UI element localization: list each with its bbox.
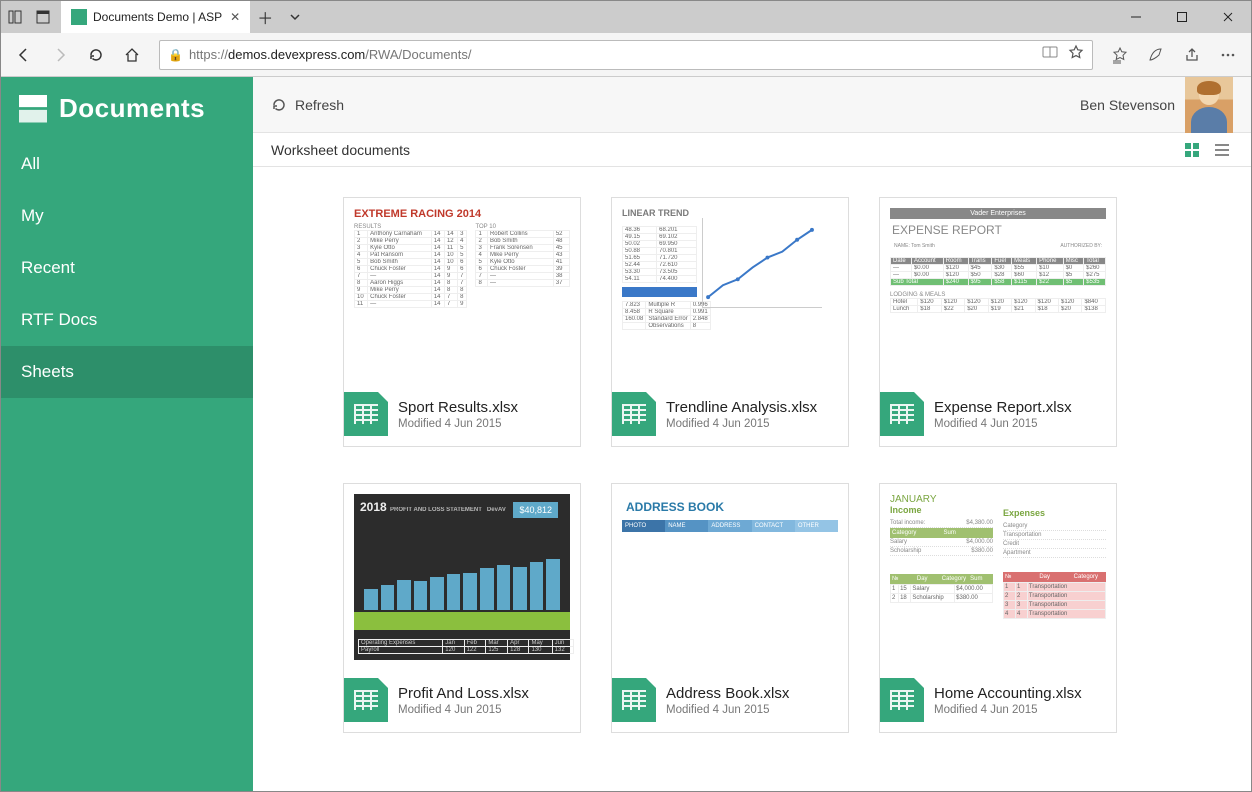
avatar (1185, 77, 1233, 133)
sidebar-item-label: All (21, 154, 40, 173)
address-bar[interactable]: 🔒 https://demos.devexpress.com/RWA/Docum… (159, 40, 1093, 70)
spreadsheet-icon (612, 678, 656, 722)
browser-navbar: 🔒 https://demos.devexpress.com/RWA/Docum… (1, 33, 1251, 77)
content-heading: Worksheet documents (271, 142, 410, 158)
sidebar-item-my[interactable]: My (1, 190, 253, 242)
reload-button[interactable] (79, 38, 113, 72)
document-title: Sport Results.xlsx (398, 399, 518, 416)
brand: Documents (1, 77, 253, 138)
window-titlebar: Documents Demo | ASP ✕ ＋ (1, 1, 1251, 33)
document-card[interactable]: LINEAR TREND 48.3668.20149.1569.10250.02… (611, 197, 849, 447)
forward-button (43, 38, 77, 72)
new-tab-button[interactable]: ＋ (250, 5, 280, 29)
document-title: Profit And Loss.xlsx (398, 685, 529, 702)
document-thumbnail: Vader Enterprises EXPENSE REPORT NAME: T… (880, 198, 1116, 384)
minimize-button[interactable] (1113, 1, 1159, 33)
sidebar-item-rtf[interactable]: RTF Docs (1, 294, 253, 346)
back-button[interactable] (7, 38, 41, 72)
url-text: https://demos.devexpress.com/RWA/Documen… (189, 47, 472, 62)
document-title: Trendline Analysis.xlsx (666, 399, 817, 416)
spreadsheet-icon (612, 392, 656, 436)
sidebar-item-all[interactable]: All (1, 138, 253, 190)
favicon-icon (71, 9, 87, 25)
share-icon[interactable] (1175, 38, 1209, 72)
content-header: Worksheet documents (253, 133, 1251, 167)
documents-grid: EXTREME RACING 2014 RESULTS 1Anthony Car… (253, 167, 1251, 763)
spreadsheet-icon (880, 392, 924, 436)
document-thumbnail: EXTREME RACING 2014 RESULTS 1Anthony Car… (344, 198, 580, 384)
document-subtitle: Modified 4 Jun 2015 (398, 418, 518, 430)
document-subtitle: Modified 4 Jun 2015 (934, 418, 1072, 430)
document-subtitle: Modified 4 Jun 2015 (934, 704, 1082, 716)
user-name: Ben Stevenson (1080, 97, 1175, 113)
sidebar-item-label: Sheets (21, 362, 74, 381)
maximize-button[interactable] (1159, 1, 1205, 33)
sidebar: Documents All My Recent RTF Docs Sheets (1, 77, 253, 791)
document-thumbnail: ADDRESS BOOK PHOTONAMEADDRESSCONTACTOTHE… (612, 484, 848, 670)
document-thumbnail: JANUARY Income Total income:$4,380.00 Ca… (880, 484, 1116, 670)
document-subtitle: Modified 4 Jun 2015 (398, 704, 529, 716)
tab-actions-icon[interactable] (280, 11, 310, 23)
document-card[interactable]: Vader Enterprises EXPENSE REPORT NAME: T… (879, 197, 1117, 447)
document-card[interactable]: JANUARY Income Total income:$4,380.00 Ca… (879, 483, 1117, 733)
close-window-button[interactable] (1205, 1, 1251, 33)
tab-title: Documents Demo | ASP (93, 10, 222, 24)
document-card[interactable]: EXTREME RACING 2014 RESULTS 1Anthony Car… (343, 197, 581, 447)
reading-view-icon[interactable] (1042, 44, 1058, 65)
sidebar-item-sheets[interactable]: Sheets (1, 346, 253, 398)
topbar: Refresh Ben Stevenson (253, 77, 1251, 133)
sidebar-item-label: RTF Docs (21, 310, 97, 329)
refresh-icon (271, 97, 287, 113)
document-thumbnail: 2018 PROFIT AND LOSS STATEMENT DevAV $40… (344, 484, 580, 670)
grid-view-button[interactable] (1181, 139, 1203, 161)
home-button[interactable] (115, 38, 149, 72)
sidebar-item-recent[interactable]: Recent (1, 242, 253, 294)
document-thumbnail: LINEAR TREND 48.3668.20149.1569.10250.02… (612, 198, 848, 384)
spreadsheet-icon (344, 678, 388, 722)
document-subtitle: Modified 4 Jun 2015 (666, 418, 817, 430)
tabs-list-icon[interactable] (29, 1, 57, 33)
refresh-button[interactable]: Refresh (271, 97, 344, 113)
refresh-label: Refresh (295, 97, 344, 113)
sidebar-item-label: Recent (21, 258, 75, 277)
document-card[interactable]: ADDRESS BOOK PHOTONAMEADDRESSCONTACTOTHE… (611, 483, 849, 733)
spreadsheet-icon (880, 678, 924, 722)
document-title: Expense Report.xlsx (934, 399, 1072, 416)
spreadsheet-icon (344, 392, 388, 436)
sidebar-item-label: My (21, 206, 44, 225)
brand-logo-icon (19, 95, 47, 123)
more-icon[interactable] (1211, 38, 1245, 72)
notes-icon[interactable] (1139, 38, 1173, 72)
document-title: Home Accounting.xlsx (934, 685, 1082, 702)
list-view-button[interactable] (1211, 139, 1233, 161)
document-subtitle: Modified 4 Jun 2015 (666, 704, 789, 716)
browser-tab[interactable]: Documents Demo | ASP ✕ (61, 1, 250, 33)
document-card[interactable]: 2018 PROFIT AND LOSS STATEMENT DevAV $40… (343, 483, 581, 733)
document-title: Address Book.xlsx (666, 685, 789, 702)
favorite-icon[interactable] (1068, 44, 1084, 65)
favorites-list-icon[interactable] (1103, 38, 1137, 72)
close-tab-icon[interactable]: ✕ (230, 10, 240, 24)
lock-icon: 🔒 (168, 48, 183, 62)
tabs-aside-icon[interactable] (1, 1, 29, 33)
brand-title: Documents (59, 93, 205, 124)
user-area[interactable]: Ben Stevenson (1080, 77, 1233, 133)
